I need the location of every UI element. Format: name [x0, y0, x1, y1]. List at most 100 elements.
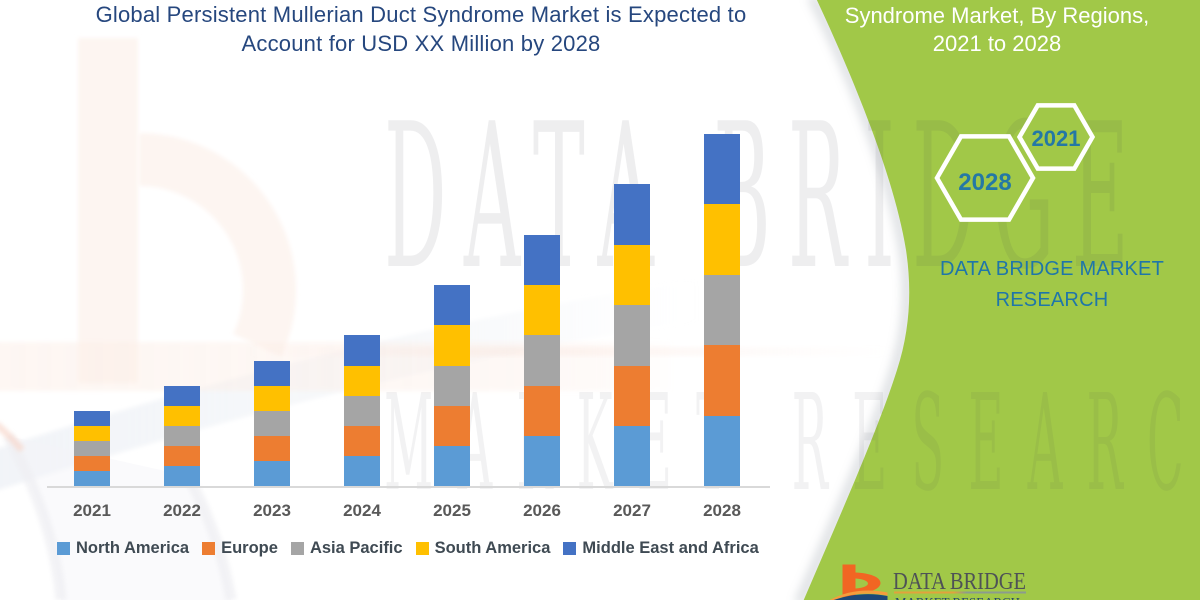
bar-segment-middle-east-and-africa	[704, 133, 740, 205]
logo-underline	[894, 591, 1026, 594]
legend-item-middle-east-and-africa: Middle East and Africa	[563, 539, 759, 558]
brand-line1: DATA BRIDGE MARKET	[939, 258, 1164, 280]
legend-item-europe: Europe	[202, 539, 278, 558]
bar-segment-south-america	[524, 284, 560, 336]
bar-segment-middle-east-and-africa	[614, 184, 650, 245]
legend-label: South America	[434, 539, 551, 557]
x-axis-label-2023: 2023	[253, 501, 291, 520]
bar-segment-south-america	[344, 365, 380, 396]
legend-label: Europe	[221, 539, 278, 557]
bar-2022	[164, 385, 200, 487]
x-axis-label-2027: 2027	[613, 501, 651, 520]
bar-2023	[254, 360, 290, 487]
legend-label: Asia Pacific	[309, 539, 403, 557]
hexagon-2021	[1016, 103, 1096, 171]
bar-segment-europe	[74, 456, 110, 472]
hexagon-2028	[934, 134, 1036, 222]
chart-title: Global Persistent Mullerian Duct Syndrom…	[61, 0, 781, 58]
legend-swatch	[415, 542, 429, 555]
x-axis-label-2028: 2028	[703, 501, 741, 520]
chart-title-line2: Account for USD XX Million by 2028	[241, 31, 601, 56]
bar-2025	[434, 284, 470, 487]
bar-segment-south-america	[704, 204, 740, 275]
bar-segment-south-america	[614, 244, 650, 306]
bar-segment-middle-east-and-africa	[524, 234, 560, 285]
green-panel	[803, 0, 1200, 600]
legend-swatch	[563, 542, 577, 555]
bar-2021	[74, 410, 110, 487]
bar-segment-north-america	[74, 471, 110, 487]
x-axis-line	[47, 486, 770, 488]
bar-segment-north-america	[344, 456, 380, 487]
bar-segment-middle-east-and-africa	[164, 385, 200, 406]
legend-swatch	[290, 542, 304, 555]
bar-segment-middle-east-and-africa	[434, 284, 470, 326]
bar-segment-asia-pacific	[434, 365, 470, 406]
bar-segment-south-america	[254, 385, 290, 411]
bar-segment-north-america	[254, 461, 290, 487]
logo-name: DATA BRIDGE	[893, 569, 1026, 595]
bar-segment-europe	[614, 365, 650, 426]
legend-label: North America	[76, 539, 190, 557]
right-panel-title-line2: 2021 to 2028	[932, 31, 1062, 56]
x-axis-label-2022: 2022	[163, 501, 201, 520]
bar-segment-asia-pacific	[254, 410, 290, 437]
x-axis-label-2025: 2025	[433, 501, 471, 520]
watermark-logo-b	[78, 38, 297, 383]
x-axis-label-2024: 2024	[343, 501, 381, 520]
hexagon-2028-label: 2028	[958, 169, 1012, 196]
hexagons	[934, 103, 1096, 222]
bar-segment-asia-pacific	[164, 426, 200, 447]
bar-segment-north-america	[524, 436, 560, 487]
bar-segment-north-america	[614, 425, 650, 487]
bar-segment-north-america	[704, 415, 740, 487]
bar-segment-europe	[344, 426, 380, 457]
bar-segment-middle-east-and-africa	[254, 360, 290, 386]
bar-segment-asia-pacific	[614, 305, 650, 366]
watermark-text: DATA BRIDGE MARKET RESEARCH	[384, 81, 1200, 521]
brand-name: DATA BRIDGE MARKET RESEARCH	[902, 254, 1200, 316]
legend-label: Middle East and Africa	[582, 539, 759, 557]
logo-mark	[829, 564, 888, 600]
chart-legend: North America Europe Asia Pacific South Ame…	[47, 539, 807, 558]
logo-wordmark: DATA BRIDGE MARKET RESEARCH	[893, 569, 1026, 600]
right-panel-title: Syndrome Market, By Regions, 2021 to 202…	[837, 2, 1157, 58]
watermark-pink-line	[250, 347, 898, 356]
bar-segment-europe	[254, 436, 290, 462]
green-panel-shadow	[795, 0, 912, 600]
bar-segment-north-america	[164, 466, 200, 487]
x-axis-label-2026: 2026	[523, 501, 561, 520]
bar-2024	[344, 335, 380, 487]
bar-segment-south-america	[164, 405, 200, 426]
bar-segment-europe	[524, 385, 560, 437]
bar-segment-asia-pacific	[74, 441, 110, 457]
x-axis-label-2021: 2021	[73, 501, 111, 520]
logo-subtitle: MARKET RESEARCH	[895, 596, 1020, 600]
bar-segment-asia-pacific	[704, 274, 740, 346]
bar-segment-middle-east-and-africa	[74, 410, 110, 426]
legend-item-south-america: South America	[415, 539, 551, 558]
bar-segment-europe	[704, 345, 740, 416]
brand-line2: RESEARCH	[995, 289, 1109, 311]
right-panel-title-line1: Syndrome Market, By Regions,	[844, 3, 1150, 28]
bar-segment-asia-pacific	[524, 335, 560, 386]
chart-title-line1: Global Persistent Mullerian Duct Syndrom…	[95, 2, 747, 27]
bar-2027	[614, 184, 650, 487]
watermark-text-line2: MARKET RESEARCH	[384, 367, 1200, 521]
bar-segment-europe	[164, 446, 200, 467]
bar-segment-europe	[434, 405, 470, 447]
legend-swatch	[57, 542, 70, 555]
bar-segment-south-america	[434, 325, 470, 366]
bar-segment-asia-pacific	[344, 395, 380, 426]
legend-swatch	[202, 542, 216, 555]
hexagon-2021-label: 2021	[1031, 126, 1081, 151]
bar-segment-middle-east-and-africa	[344, 335, 380, 366]
bar-segment-south-america	[74, 426, 110, 442]
legend-item-north-america: North America	[57, 539, 189, 558]
bar-segment-north-america	[434, 446, 470, 487]
bar-2026	[524, 234, 560, 487]
bar-2028	[704, 133, 740, 487]
